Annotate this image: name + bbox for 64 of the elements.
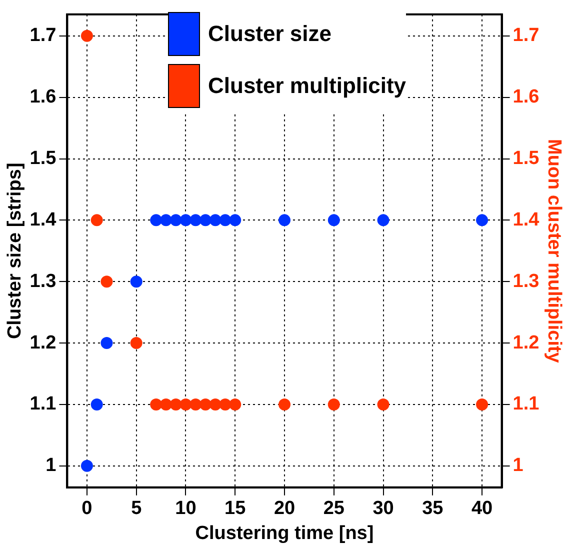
x-tick-label: 20 [274,498,296,520]
point [100,337,113,350]
point [130,276,142,288]
point [100,276,113,288]
y2-tick-label: 1.1 [512,394,540,415]
point [209,214,222,226]
y-axis-title: Cluster size [strips] [4,162,26,340]
x-tick-label: 15 [224,498,246,520]
x-tick-label: 0 [82,498,92,520]
point [190,398,202,410]
point [209,398,222,410]
legend-label: Cluster size [208,21,332,47]
point [80,30,93,42]
point [278,214,290,226]
point [328,214,340,226]
point [190,214,202,226]
y-tick-label: 1.2 [30,332,56,354]
point [476,398,488,410]
point [476,214,488,226]
point [278,398,290,410]
point [377,214,390,226]
point [328,398,340,410]
y-tick-label: 1.5 [30,148,57,169]
y2-tick-label: 1.4 [512,209,540,230]
point [150,214,162,226]
point [90,214,103,226]
point [199,398,212,410]
point [229,214,242,226]
point [160,398,172,410]
y2-tick-label: 1.2 [512,332,540,354]
x-axis-title: Clustering time [ns] [195,522,374,544]
point [219,214,232,226]
y-tick-label: 1.1 [30,394,57,415]
y2-tick-label: 1.6 [512,86,540,108]
x-tick-label: 10 [175,498,196,520]
y-tick-label: 1 [46,455,57,476]
y-tick-label: 1.3 [30,270,56,292]
y2-tick-label: 1.7 [512,25,540,46]
y-tick-label: 1.4 [30,209,57,230]
point [377,398,390,410]
point [170,214,182,226]
y-tick-label: 1.7 [30,25,56,46]
x-tick-label: 25 [323,498,345,520]
y2-tick-label: 1.3 [512,270,540,292]
point [229,398,242,410]
point [180,214,192,226]
y2-tick-label: 1.5 [512,148,540,169]
x-tick-label: 30 [372,498,394,520]
point [130,337,142,350]
x-tick-label: 5 [131,498,142,520]
y2-tick-label: 1 [512,455,524,476]
point [90,398,103,410]
y2-axis-title: Muon cluster multiplicity [543,138,564,364]
point [180,398,192,410]
point [160,214,172,226]
point [80,460,93,472]
point [199,214,212,226]
point [170,398,182,410]
x-tick-label: 35 [422,498,444,520]
y-tick-label: 1.6 [30,86,56,108]
point [150,398,162,410]
point [219,398,232,410]
x-tick-label: 40 [471,498,493,520]
legend-label: Cluster multiplicity [208,73,406,99]
